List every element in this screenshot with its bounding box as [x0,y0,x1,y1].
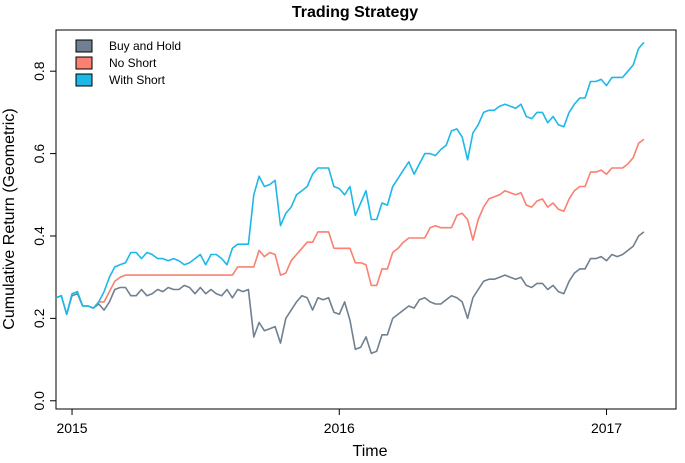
series-lines [55,41,645,355]
legend-swatch [75,39,93,53]
x-tick-label: 2015 [56,420,87,436]
legend-swatch [75,56,93,70]
y-axis-title: Cumulative Return (Geometric) [1,108,18,329]
series-line-buy-and-hold [55,231,645,355]
y-tick-label: 0.4 [31,226,47,246]
plot-frame [55,29,677,410]
legend: Buy and Hold No Short With Short [75,39,181,87]
series-line-no-short [92,138,645,309]
legend-label: Buy and Hold [109,39,181,53]
series-line-with-short [55,41,645,316]
x-tick-label: 2017 [591,420,622,436]
legend-label: With Short [109,73,166,87]
y-axis: 0.0 0.2 0.4 0.6 0.8 [31,61,56,410]
y-tick-label: 0.2 [31,308,47,328]
y-tick-label: 0.6 [31,144,47,164]
legend-label: No Short [109,56,157,70]
x-axis: 2015 2016 2017 [56,409,622,436]
x-tick-label: 2016 [324,420,355,436]
y-tick-label: 0.0 [31,391,47,411]
legend-swatch [75,73,93,87]
y-tick-label: 0.8 [31,61,47,81]
x-axis-title: Time [353,443,388,460]
chart-title: Trading Strategy [292,4,418,21]
